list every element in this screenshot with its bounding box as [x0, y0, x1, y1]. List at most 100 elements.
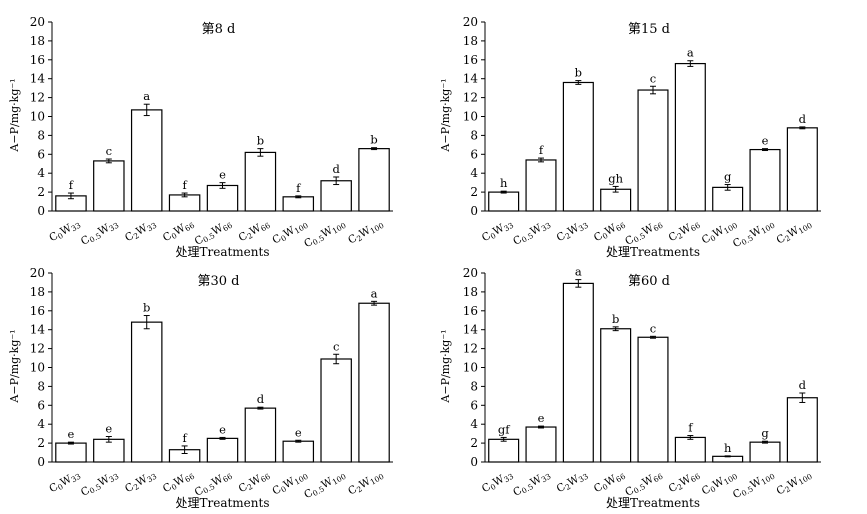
y-tick-label: 0 — [470, 204, 478, 218]
x-tick-label: C0.5W66 — [193, 217, 234, 248]
y-tick-label: 2 — [470, 436, 478, 450]
significance-letter: f — [296, 181, 301, 195]
x-tick-label: C0W100 — [271, 468, 310, 498]
y-tick-label: 10 — [30, 361, 45, 375]
x-tick-label: C0.5W66 — [623, 468, 664, 499]
x-tick-label: C0W33 — [47, 468, 82, 495]
bar — [282, 196, 315, 212]
y-tick-label: 4 — [37, 166, 45, 180]
bar — [55, 442, 87, 463]
x-tick-label: C0.5W100 — [302, 468, 347, 501]
significance-letter: f — [688, 421, 693, 435]
y-tick-label: 14 — [463, 72, 479, 86]
x-tick-label: C2W100 — [346, 217, 385, 247]
bar — [282, 440, 315, 463]
y-tick-label: 12 — [463, 342, 478, 356]
x-tick-label: C0.5W100 — [302, 217, 347, 250]
chart-title: 第15 d — [628, 22, 670, 37]
chart-panel-3: 0 2 4 6 8 10 12 14 16 18 20 第30 d A−P/mg·kg⁻¹ 处理Treat… — [8, 266, 393, 510]
y-tick-label: 14 — [30, 323, 46, 337]
y-tick-label: 6 — [37, 147, 45, 161]
x-tick-label: C2W100 — [346, 468, 385, 498]
significance-letter: d — [332, 162, 340, 176]
bar — [637, 89, 669, 212]
y-tick-label: 2 — [37, 436, 45, 450]
bar — [525, 159, 557, 212]
bar — [130, 109, 163, 212]
chart-title: 第8 d — [202, 22, 236, 37]
significance-letter: e — [762, 134, 769, 148]
chart-title: 第30 d — [198, 274, 240, 289]
bar — [525, 426, 557, 463]
y-tick-label: 10 — [463, 110, 478, 124]
chart-panel-4: 0 2 4 6 8 10 12 14 16 18 20 第60 d A−P/mg·kg⁻¹ 处理Treat… — [439, 265, 821, 510]
significance-letter: c — [650, 71, 656, 85]
y-tick-label: 20 — [30, 266, 45, 280]
bar — [562, 81, 594, 212]
significance-letter: e — [219, 422, 226, 436]
bar — [244, 407, 277, 463]
significance-letter: a — [575, 265, 582, 279]
y-tick-label: 8 — [37, 128, 45, 142]
x-tick-label: C0W33 — [47, 217, 82, 244]
y-tick-label: 20 — [463, 266, 478, 280]
significance-letter: gf — [498, 422, 510, 436]
y-tick-label: 14 — [463, 323, 479, 337]
bar — [600, 328, 632, 463]
bar — [168, 194, 201, 212]
bar — [93, 438, 125, 463]
significance-letter: a — [143, 89, 150, 103]
y-tick-label: 0 — [37, 204, 45, 218]
significance-letter: g — [724, 170, 732, 184]
bar — [637, 336, 669, 463]
x-tick-label: C2W66 — [667, 468, 702, 495]
y-tick-label: 6 — [470, 147, 478, 161]
significance-letter: b — [612, 312, 619, 326]
bar — [206, 437, 239, 463]
significance-letter: f — [539, 143, 544, 157]
x-tick-label: C2W66 — [237, 468, 272, 495]
significance-letter: e — [68, 427, 75, 441]
y-tick-label: 6 — [37, 398, 45, 412]
bar — [206, 184, 239, 212]
significance-letter: b — [143, 301, 150, 315]
significance-letter: gh — [608, 171, 623, 185]
y-tick-label: 16 — [463, 304, 478, 318]
y-tick-label: 12 — [30, 342, 45, 356]
x-tick-label: C2W66 — [667, 217, 702, 244]
x-axis-label: 处理Treatments — [606, 496, 700, 510]
significance-letter: h — [500, 176, 508, 190]
y-axis-label: A−P/mg·kg⁻¹ — [439, 78, 452, 152]
chart-panel-2: 0 2 4 6 8 10 12 14 16 18 20 第15 d A−P/mg·kg⁻¹ 处理Treat… — [439, 15, 821, 259]
bar — [749, 148, 781, 212]
x-tick-label: C0.5W66 — [623, 217, 664, 248]
significance-letter: c — [333, 339, 339, 353]
y-tick-label: 20 — [463, 15, 478, 29]
significance-letter: e — [105, 421, 112, 435]
y-tick-label: 8 — [470, 379, 478, 393]
chart-title: 第60 d — [628, 274, 670, 289]
significance-letter: b — [575, 66, 582, 80]
x-axis-label: 处理Treatments — [175, 496, 269, 510]
x-tick-label: C2W100 — [775, 217, 814, 247]
significance-letter: e — [295, 425, 302, 439]
significance-letter: c — [650, 321, 656, 335]
x-tick-label: C2W33 — [123, 468, 158, 495]
bar — [786, 397, 818, 463]
y-tick-label: 18 — [30, 285, 45, 299]
y-tick-label: 2 — [37, 185, 45, 199]
bar — [130, 321, 163, 463]
significance-letter: b — [370, 133, 377, 147]
significance-letter: d — [257, 392, 265, 406]
significance-letter: c — [106, 144, 112, 158]
bar — [93, 160, 125, 212]
x-tick-label: C0.5W66 — [193, 468, 234, 499]
y-tick-label: 8 — [470, 128, 478, 142]
x-tick-label: C0.5W33 — [79, 468, 120, 499]
significance-letter: f — [182, 431, 187, 445]
y-tick-label: 20 — [30, 15, 45, 29]
y-tick-label: 2 — [470, 185, 478, 199]
y-tick-label: 18 — [463, 34, 478, 48]
x-tick-label: C2W100 — [775, 468, 814, 498]
